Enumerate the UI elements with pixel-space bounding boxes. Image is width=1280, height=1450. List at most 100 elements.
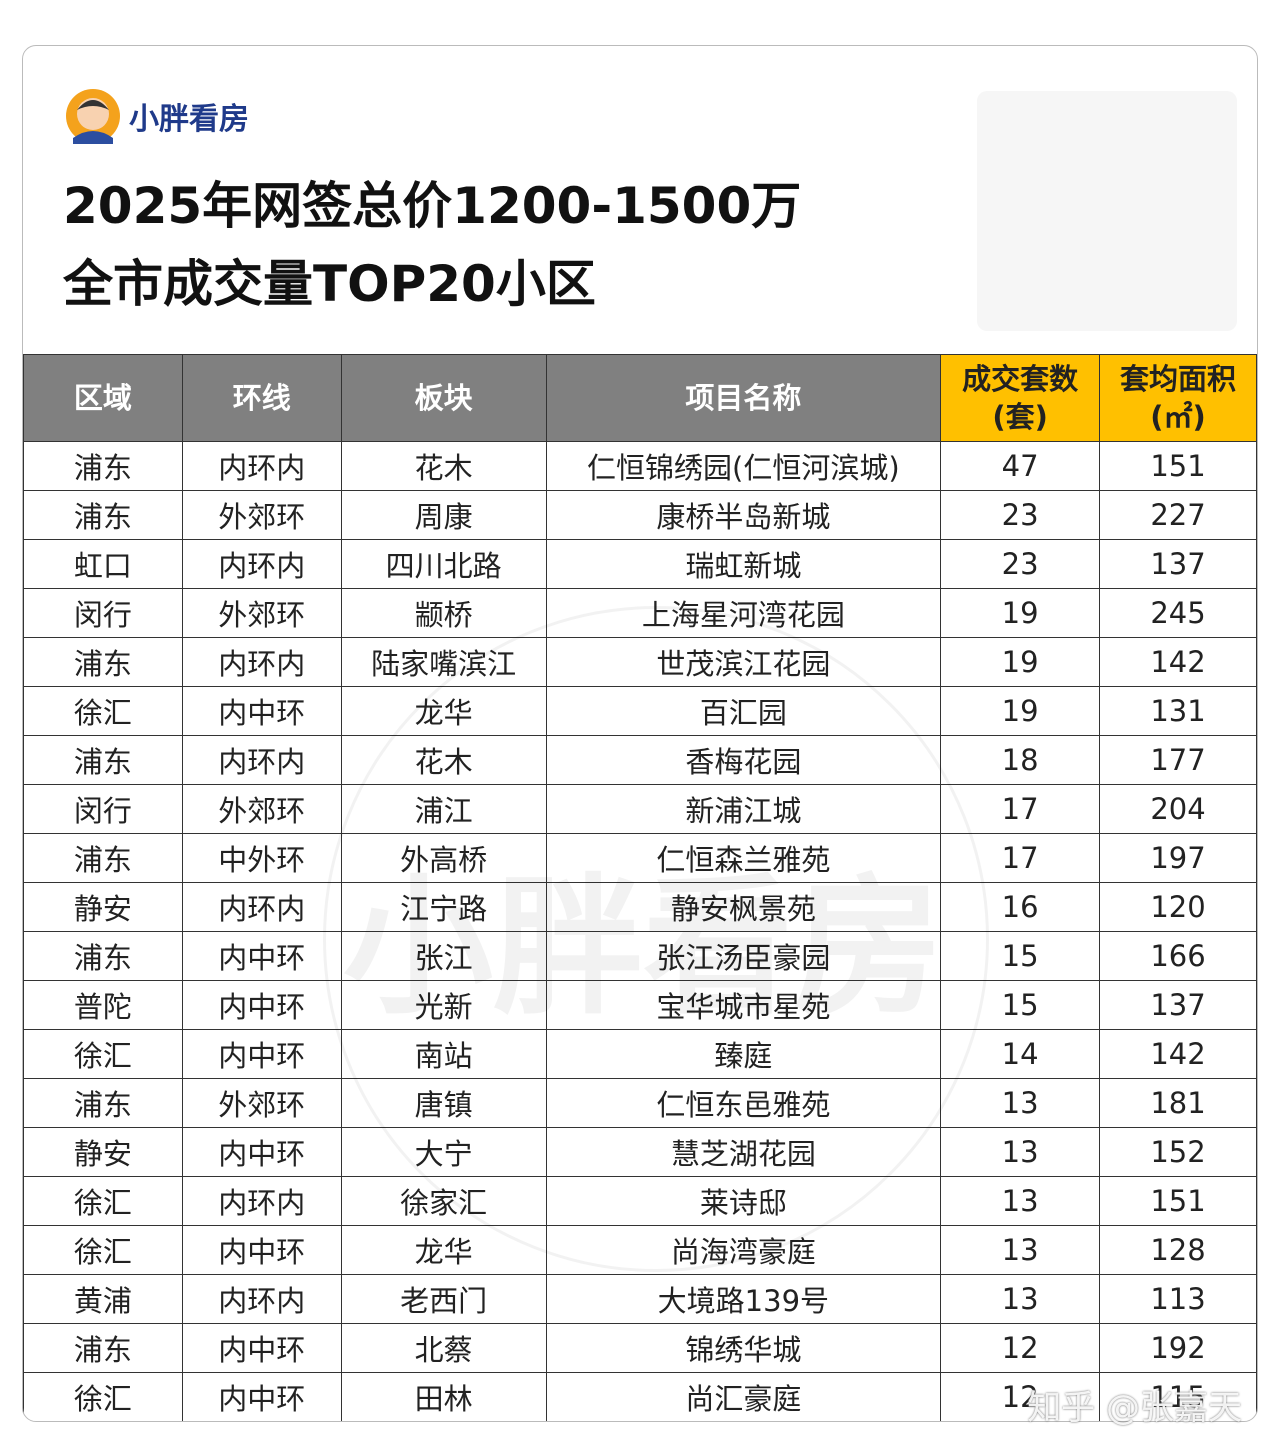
table-cell: 内中环: [181, 686, 342, 736]
table-cell: 中外环: [181, 833, 342, 883]
table-cell: 13: [940, 1078, 1101, 1128]
table-cell: 黄浦: [23, 1274, 183, 1324]
table-cell: 137: [1099, 980, 1257, 1030]
table-cell: 151: [1099, 1176, 1257, 1226]
table-cell: 四川北路: [340, 539, 547, 589]
table-cell: 外郊环: [181, 1078, 342, 1128]
table-cell: 142: [1099, 637, 1257, 687]
table-cell: 周康: [340, 490, 547, 540]
column-header: 板块: [340, 354, 547, 442]
table-cell: 192: [1099, 1323, 1257, 1373]
column-header: 成交套数 (套): [940, 354, 1101, 442]
table-cell: 151: [1099, 441, 1257, 491]
table-cell: 内环内: [181, 441, 342, 491]
table-cell: 老西门: [340, 1274, 547, 1324]
table-cell: 仁恒锦绣园(仁恒河滨城): [545, 441, 942, 491]
table-cell: 245: [1099, 588, 1257, 638]
table-cell: 田林: [340, 1372, 547, 1421]
table-cell: 浦东: [23, 735, 183, 785]
column-header: 项目名称: [545, 354, 942, 442]
table-cell: 静安: [23, 1127, 183, 1177]
table-cell: 177: [1099, 735, 1257, 785]
table-cell: 大境路139号: [545, 1274, 942, 1324]
table-cell: 19: [940, 588, 1101, 638]
table-cell: 19: [940, 686, 1101, 736]
table-cell: 尚汇豪庭: [545, 1372, 942, 1421]
table-cell: 内中环: [181, 1029, 342, 1079]
table-cell: 浦东: [23, 833, 183, 883]
table-cell: 内环内: [181, 735, 342, 785]
table-cell: 204: [1099, 784, 1257, 834]
brand: 小胖看房: [129, 102, 249, 137]
table-cell: 197: [1099, 833, 1257, 883]
table-cell: 外郊环: [181, 588, 342, 638]
table-cell: 13: [940, 1127, 1101, 1177]
table-cell: 内环内: [181, 539, 342, 589]
column-header: 套均面积 (㎡): [1099, 354, 1257, 442]
table-cell: 23: [940, 539, 1101, 589]
table-cell: 内中环: [181, 1225, 342, 1275]
table-cell: 外郊环: [181, 490, 342, 540]
table-cell: 北蔡: [340, 1323, 547, 1373]
table-cell: 浦东: [23, 931, 183, 981]
title-line: 全市成交量TOP20小区: [63, 255, 596, 313]
table-cell: 浦东: [23, 1323, 183, 1373]
table-cell: 115: [1099, 1372, 1257, 1421]
table-cell: 内环内: [181, 882, 342, 932]
table-cell: 13: [940, 1176, 1101, 1226]
table-cell: 徐汇: [23, 1029, 183, 1079]
table-cell: 康桥半岛新城: [545, 490, 942, 540]
table-cell: 内环内: [181, 1274, 342, 1324]
table-cell: 166: [1099, 931, 1257, 981]
table-cell: 静安: [23, 882, 183, 932]
table-cell: 内中环: [181, 1323, 342, 1373]
table-cell: 13: [940, 1225, 1101, 1275]
column-header: 环线: [181, 354, 342, 442]
column-header: 区域: [23, 354, 183, 442]
table-cell: 闵行: [23, 588, 183, 638]
watermark-brand: 小胖看房: [343, 861, 944, 1035]
table-cell: 内中环: [181, 1127, 342, 1177]
table-cell: 徐汇: [23, 1176, 183, 1226]
table-row: 浦东 外郊环 周康 康桥半岛新城 23 227: [23, 490, 1257, 540]
table-cell: 23: [940, 490, 1101, 540]
table-cell: 18: [940, 735, 1101, 785]
table-row: 徐汇 内环内 徐家汇 莱诗邸 13 151: [23, 1176, 1257, 1226]
table-cell: 浦东: [23, 441, 183, 491]
table-cell: 128: [1099, 1225, 1257, 1275]
table-row: 浦东 内中环 北蔡 锦绣华城 12 192: [23, 1323, 1257, 1373]
table-cell: 普陀: [23, 980, 183, 1030]
table-cell: 47: [940, 441, 1101, 491]
table-cell: 内环内: [181, 1176, 342, 1226]
table-cell: 227: [1099, 490, 1257, 540]
table-row: 虹口 内环内 四川北路 瑞虹新城 23 137: [23, 539, 1257, 589]
table-cell: 142: [1099, 1029, 1257, 1079]
table-cell: 浦东: [23, 637, 183, 687]
card: 小胖看房 2025年网签总价1200-1500万 全市成交量TOP20小区 区域…: [22, 45, 1258, 1422]
table-cell: 徐汇: [23, 1372, 183, 1421]
table-cell: 瑞虹新城: [545, 539, 942, 589]
table-cell: 内中环: [181, 931, 342, 981]
table-cell: 闵行: [23, 784, 183, 834]
table-cell: 外郊环: [181, 784, 342, 834]
table-cell: 花木: [340, 441, 547, 491]
table-cell: 徐汇: [23, 1225, 183, 1275]
watermark: 知乎 @张嘉天: [1027, 1388, 1242, 1428]
blurred-area: [977, 91, 1237, 331]
table-row: 黄浦 内环内 老西门 大境路139号 13 113: [23, 1274, 1257, 1324]
table-cell: 131: [1099, 686, 1257, 736]
table-cell: 12: [940, 1372, 1101, 1421]
table-cell: 虹口: [23, 539, 183, 589]
table-cell: 内环内: [181, 637, 342, 687]
table-cell: 120: [1099, 882, 1257, 932]
table-cell: 内中环: [181, 1372, 342, 1421]
table-cell: 浦东: [23, 490, 183, 540]
watermark-ring: [323, 606, 989, 1272]
table-cell: 152: [1099, 1127, 1257, 1177]
table-cell: 锦绣华城: [545, 1323, 942, 1373]
brand-row: 小胖看房: [65, 88, 249, 144]
table-cell: 浦东: [23, 1078, 183, 1128]
title-line: 2025年网签总价1200-1500万: [63, 177, 802, 235]
table-cell: 内中环: [181, 980, 342, 1030]
table-cell: 12: [940, 1323, 1101, 1373]
